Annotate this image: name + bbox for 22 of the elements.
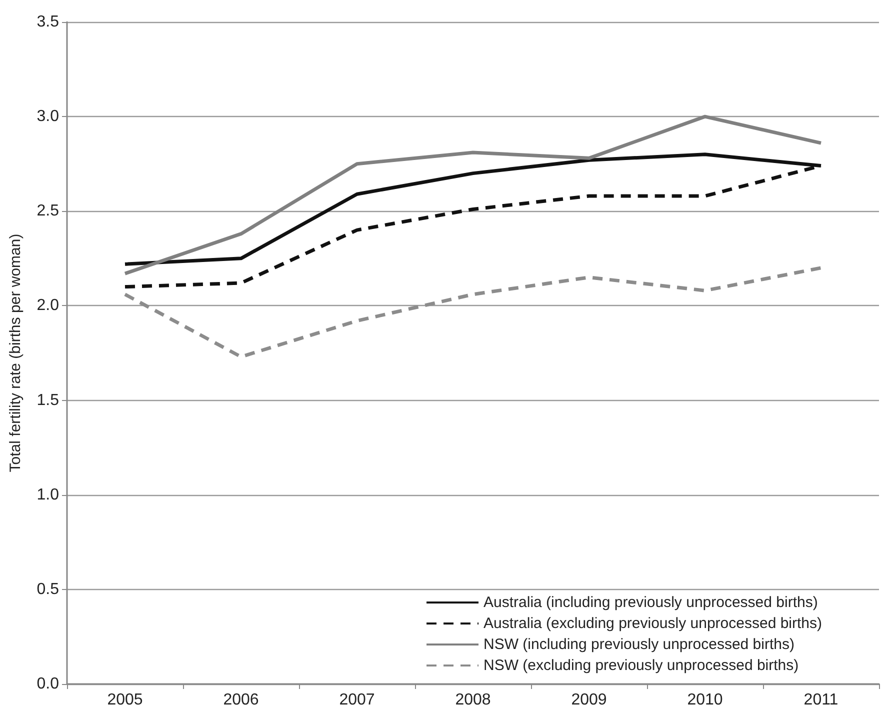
x-tick-label: 2006 [223,692,259,708]
y-tick-label: 2.5 [36,202,60,220]
y-tick-label: 0.0 [36,676,60,692]
x-tick-label: 2011 [804,692,838,708]
y-tick-label: 1.0 [36,486,60,504]
legend-label: Australia (including previously unprocessed births) [484,594,818,611]
x-tick-label: 2007 [339,692,375,708]
y-axis-title: Total fertility rate (births per woman) [7,234,24,472]
legend-label: NSW (including previously unprocessed births) [484,636,794,653]
y-tick-label: 1.5 [36,392,60,409]
y-tick-label: 0.5 [36,580,60,598]
line-series [123,114,823,276]
y-tick-label: 3.5 [36,14,60,30]
x-tick-label: 2008 [455,692,491,708]
x-tick-label: 2009 [571,692,607,708]
y-tick-label: 2.0 [36,297,60,314]
line-series [123,266,823,359]
legend-label: Australia (excluding previously unprocessed births) [484,615,822,632]
legend-label: NSW (excluding previously unprocessed births) [484,657,799,674]
x-tick-label: 2010 [687,692,723,708]
y-tick-label: 3.0 [36,108,60,126]
x-tick-label: 2005 [107,692,143,708]
